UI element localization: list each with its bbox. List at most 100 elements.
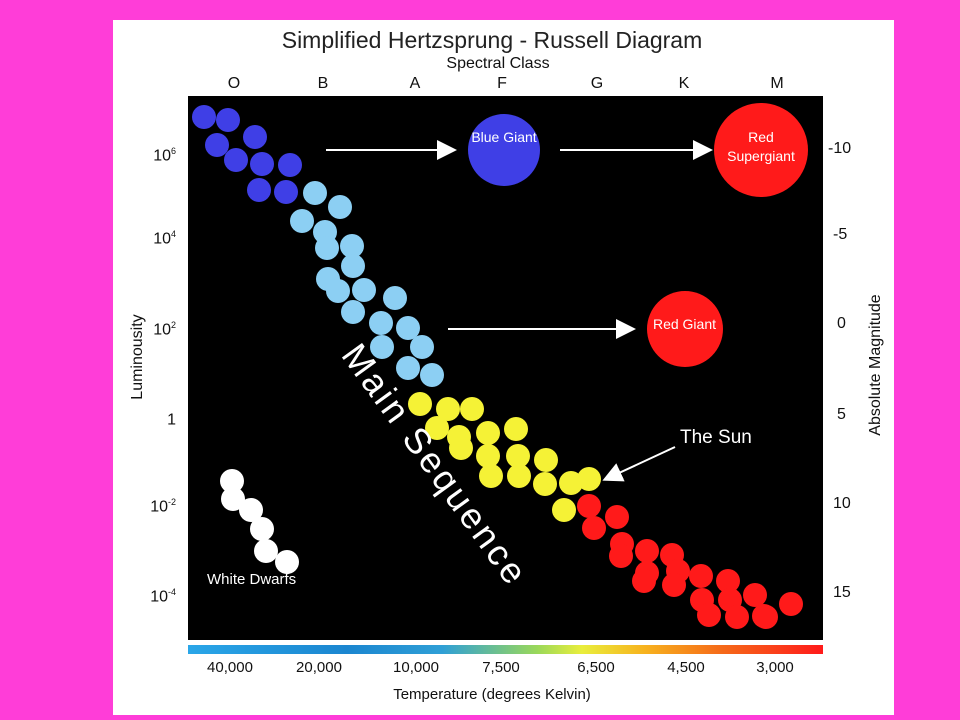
- star-dot: [250, 152, 274, 176]
- star-dot: [315, 236, 339, 260]
- star-dot: [396, 356, 420, 380]
- temperature-tick: 10,000: [393, 659, 439, 676]
- star-dot: [460, 397, 484, 421]
- star-dot: [216, 108, 240, 132]
- star-dot: [278, 153, 302, 177]
- star-dot: [369, 311, 393, 335]
- temperature-axis-title: Temperature (degrees Kelvin): [393, 686, 591, 703]
- star-dot: [239, 498, 263, 522]
- star-dot: [341, 254, 365, 278]
- star-dot: [725, 605, 749, 629]
- star-dot: [779, 592, 803, 616]
- temperature-color-bar: [188, 645, 823, 654]
- magnitude-tick: 15: [833, 584, 851, 601]
- star-dot: [662, 573, 686, 597]
- star-dot: [328, 195, 352, 219]
- hr-plot-svg: [192, 103, 808, 629]
- luminosity-tick: 102: [153, 320, 176, 339]
- red-giant-circle: [647, 291, 723, 367]
- star-dot: [425, 416, 449, 440]
- diagram-title: Simplified Hertzsprung - Russell Diagram: [281, 27, 703, 53]
- temperature-tick: 4,500: [667, 659, 705, 676]
- star-dot: [534, 448, 558, 472]
- star-dot: [697, 603, 721, 627]
- red-supergiant-circle: [714, 103, 808, 197]
- arrow-to-sun: [602, 446, 676, 482]
- star-dot: [383, 286, 407, 310]
- star-dot: [436, 397, 460, 421]
- temperature-tick: 7,500: [482, 659, 520, 676]
- star-dot: [205, 133, 229, 157]
- star-dot: [341, 300, 365, 324]
- star-dot: [352, 278, 376, 302]
- star-dot: [192, 105, 216, 129]
- star-dot: [303, 181, 327, 205]
- magnitude-tick: 5: [837, 406, 846, 423]
- spectral-class-a: A: [409, 75, 421, 92]
- luminosity-tick: 104: [153, 229, 176, 248]
- star-dot: [221, 487, 245, 511]
- star-dot: [408, 392, 432, 416]
- star-dot: [479, 464, 503, 488]
- star-dot: [274, 180, 298, 204]
- spectral-class-m: M: [770, 75, 784, 92]
- hr-plot-area: [188, 96, 823, 640]
- star-dot: [224, 148, 248, 172]
- star-dot: [410, 335, 434, 359]
- magnitude-tick: 10: [833, 495, 851, 512]
- star-dot: [340, 234, 364, 258]
- star-dot: [632, 569, 656, 593]
- blue-giant-circle: [468, 114, 540, 186]
- spectral-class-b: B: [317, 75, 329, 92]
- star-dot: [247, 178, 271, 202]
- luminosity-tick: 106: [153, 146, 176, 165]
- star-dot: [420, 363, 444, 387]
- sun-label: The Sun: [680, 427, 752, 448]
- star-dot: [370, 335, 394, 359]
- luminosity-tick: 10-2: [150, 497, 176, 516]
- blue-giant-label: Blue Giant: [471, 129, 537, 145]
- spectral-class-o: O: [227, 75, 241, 92]
- star-group: [192, 105, 803, 629]
- star-dot: [743, 583, 767, 607]
- magnitude-tick: 0: [837, 315, 846, 332]
- star-dot: [254, 539, 278, 563]
- star-dot: [752, 604, 776, 628]
- star-dot: [582, 516, 606, 540]
- spectral-class-g: G: [590, 75, 604, 92]
- star-dot: [577, 467, 601, 491]
- star-dot: [290, 209, 314, 233]
- temperature-tick: 20,000: [296, 659, 342, 676]
- star-dot: [396, 316, 420, 340]
- star-dot: [506, 444, 530, 468]
- star-dot: [476, 444, 500, 468]
- red-giant-label: Red Giant: [652, 316, 717, 332]
- temperature-tick: 40,000: [207, 659, 253, 676]
- magnitude-tick: -10: [828, 140, 852, 157]
- star-dot: [250, 517, 274, 541]
- spectral-class-f: F: [497, 75, 507, 92]
- star-dot: [605, 505, 629, 529]
- star-dot: [476, 421, 500, 445]
- star-dot: [449, 436, 473, 460]
- star-dot: [507, 464, 531, 488]
- star-dot: [326, 279, 350, 303]
- spectral-class-k: K: [678, 75, 690, 92]
- temperature-tick: 3,000: [756, 659, 794, 676]
- star-dot: [689, 564, 713, 588]
- star-dot: [504, 417, 528, 441]
- star-dot: [559, 471, 583, 495]
- luminosity-tick: 10-4: [150, 587, 176, 606]
- white-dwarfs-label: White Dwarfs: [207, 571, 297, 588]
- star-dot: [716, 569, 740, 593]
- star-dot: [609, 544, 633, 568]
- red-supergiant-label: Red Supergiant: [727, 129, 795, 164]
- star-dot: [243, 125, 267, 149]
- magnitude-tick: -5: [833, 226, 848, 243]
- star-dot: [577, 494, 601, 518]
- star-dot: [635, 539, 659, 563]
- spectral-class-title: Spectral Class: [446, 55, 550, 72]
- temperature-tick: 6,500: [577, 659, 615, 676]
- star-dot: [275, 550, 299, 574]
- star-dot: [552, 498, 576, 522]
